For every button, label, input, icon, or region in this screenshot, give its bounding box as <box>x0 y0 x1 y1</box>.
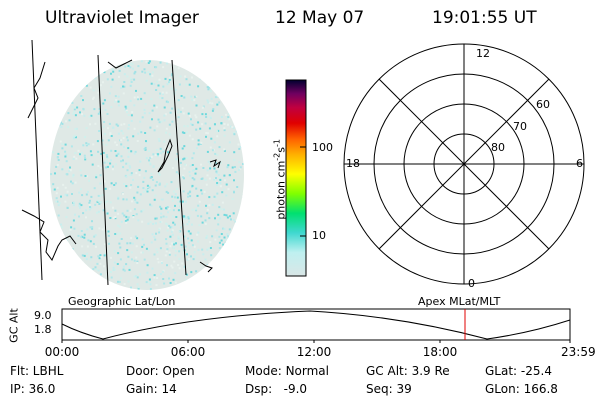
mlat-label-60: 60 <box>536 98 550 111</box>
imager-disc <box>50 60 244 290</box>
geographic-panel <box>21 39 244 290</box>
color-bar <box>285 79 307 277</box>
mlt-label-12: 12 <box>476 47 490 60</box>
coastline <box>27 61 46 119</box>
time-tick-1800: 18:00 <box>422 345 458 359</box>
time-tick-0000: 00:00 <box>44 345 80 359</box>
colorbar-unit-label: photon cm-2s-1 <box>272 139 288 220</box>
altitude-tick-bottom: 1.8 <box>34 323 52 336</box>
meridian-line <box>31 39 43 281</box>
time-label: 19:01:55 UT <box>432 8 537 28</box>
ip-status: IP: 36.0 <box>10 382 56 396</box>
coastline <box>209 159 221 169</box>
mlt-label-0: 0 <box>468 277 475 290</box>
mlt-label-6: 6 <box>576 157 583 170</box>
gc-alt-status: GC Alt: 3.9 Re <box>366 364 450 378</box>
gain-status: Gain: 14 <box>126 382 177 396</box>
mlt-label-18: 18 <box>346 157 360 170</box>
meridian-line <box>171 59 187 276</box>
date-label: 12 May 07 <box>275 8 365 28</box>
mode-status: Mode: Normal <box>245 364 329 378</box>
coastline <box>199 261 213 273</box>
geographic-caption: Geographic Lat/Lon <box>68 295 176 308</box>
instrument-title: Ultraviolet Imager <box>45 8 199 28</box>
coastline <box>157 138 173 173</box>
apex-caption: Apex MLat/MLT <box>418 295 501 308</box>
door-status: Door: Open <box>126 364 195 378</box>
altitude-tick-top: 9.0 <box>34 309 52 322</box>
colorbar-tick-10: 10 <box>312 229 326 242</box>
glat-status: GLat: -25.4 <box>485 364 552 378</box>
coastline <box>107 59 133 69</box>
altitude-axis-label: GC Alt <box>7 308 21 343</box>
mlat-label-70: 70 <box>513 120 527 133</box>
dsp-status: Dsp: -9.0 <box>245 382 308 396</box>
time-tick-1200: 12:00 <box>296 345 332 359</box>
filter-status: Flt: LBHL <box>10 364 64 378</box>
time-tick-2359: 23:59 <box>561 345 596 359</box>
coastline <box>21 209 77 261</box>
seq-status: Seq: 39 <box>366 382 412 396</box>
altitude-plot <box>61 308 571 343</box>
mlat-label-80: 80 <box>491 141 505 154</box>
glon-status: GLon: 166.8 <box>485 382 558 396</box>
mlat-mlt-polar-plot <box>343 43 585 285</box>
meridian-line <box>97 54 109 286</box>
time-tick-0600: 06:00 <box>170 345 206 359</box>
colorbar-tick-100: 100 <box>312 141 333 154</box>
